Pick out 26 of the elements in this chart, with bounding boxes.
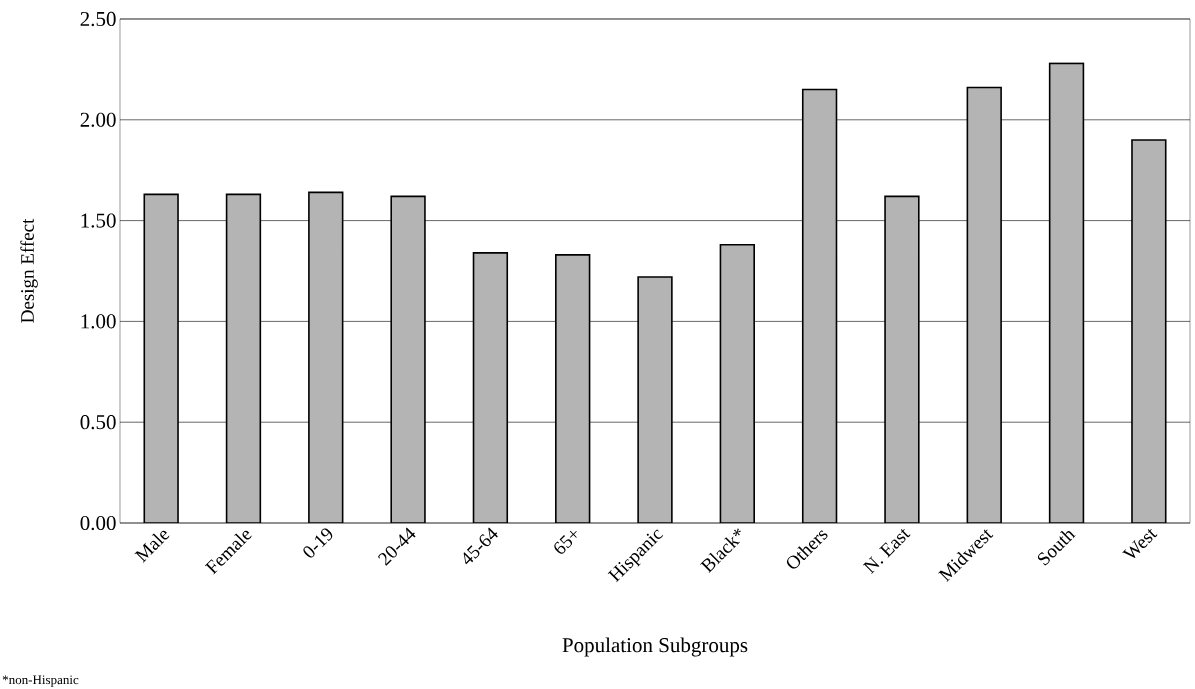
bar (472, 252, 509, 523)
bar (143, 193, 179, 523)
x-axis-title: Population Subgroups (562, 637, 748, 657)
text: *non-Hispanic (2, 675, 79, 687)
bar (801, 88, 838, 523)
bar (225, 193, 262, 523)
y-tick-label: 2.50 (80, 11, 116, 27)
y-axis-title: Design Effect (20, 218, 38, 323)
x-tick-label: 65+ (554, 530, 577, 554)
bar (719, 243, 755, 523)
y-tick-label: 0.50 (80, 415, 116, 430)
bar (966, 86, 1002, 523)
y-tick-label: 0.00 (80, 515, 116, 531)
y-tick-label: 2.00 (80, 112, 116, 127)
y-tick-label: 1.50 (81, 213, 116, 228)
bar (1131, 139, 1167, 523)
x-tick-label: N. East (862, 529, 911, 575)
bar (308, 191, 344, 523)
x-tick-label: 0-19 (303, 528, 333, 558)
y-tick-label: 1.00 (81, 314, 116, 329)
bar (390, 195, 426, 523)
bar (555, 254, 591, 523)
x-tick-label: West (1122, 529, 1158, 558)
bar (1048, 62, 1085, 523)
bar (637, 276, 673, 523)
bar (884, 195, 920, 523)
